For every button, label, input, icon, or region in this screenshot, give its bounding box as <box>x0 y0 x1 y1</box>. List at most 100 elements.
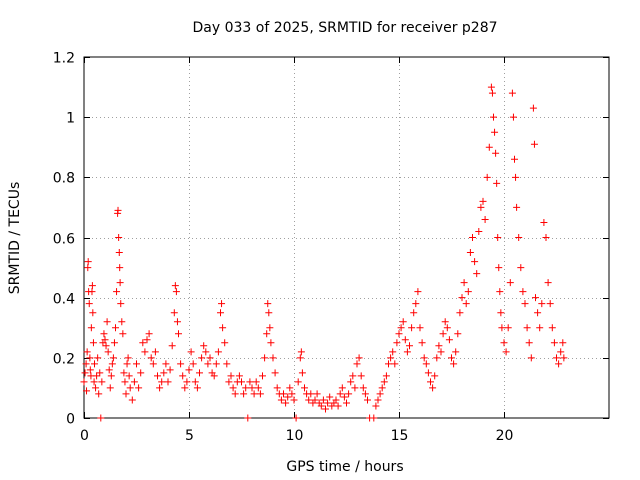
data-point <box>534 309 542 317</box>
data-point <box>83 348 91 356</box>
data-point <box>162 360 170 368</box>
data-point <box>445 336 453 344</box>
data-point <box>364 396 371 404</box>
plot-frame <box>83 56 610 419</box>
data-point <box>359 384 367 392</box>
data-point <box>217 309 224 317</box>
data-point <box>496 288 504 296</box>
data-point <box>336 390 344 398</box>
data-point <box>515 234 523 241</box>
data-point <box>408 324 416 332</box>
data-point <box>479 197 487 205</box>
data-point <box>317 402 325 410</box>
data-point <box>158 378 166 386</box>
data-point <box>431 372 439 380</box>
data-point <box>532 294 539 302</box>
data-point <box>491 128 499 136</box>
data-point <box>173 318 181 326</box>
data-point <box>113 288 121 296</box>
data-point <box>529 104 537 112</box>
data-point <box>187 348 195 356</box>
data-point <box>87 324 95 332</box>
data-point <box>116 279 124 287</box>
data-point <box>530 140 538 148</box>
data-point <box>110 339 118 347</box>
data-point <box>301 384 308 392</box>
data-point <box>118 318 126 326</box>
data-point <box>454 330 462 338</box>
data-point <box>80 378 88 386</box>
data-point <box>380 378 388 386</box>
data-point <box>246 378 254 386</box>
data-point <box>84 258 92 266</box>
data-point <box>102 342 110 350</box>
data-point <box>481 215 489 223</box>
data-point <box>340 393 348 401</box>
data-point <box>414 288 422 296</box>
data-point <box>229 384 237 392</box>
data-point <box>259 372 266 380</box>
data-point <box>452 348 460 356</box>
data-point <box>441 318 449 326</box>
data-point <box>387 354 395 362</box>
data-point <box>264 300 272 308</box>
data-point <box>122 390 130 398</box>
data-point <box>120 369 128 377</box>
x-tick-label: 10 <box>286 428 304 444</box>
data-point <box>265 309 273 317</box>
data-point <box>119 330 127 338</box>
data-point <box>378 384 386 392</box>
y-tick-label: 0.2 <box>53 352 75 368</box>
data-point <box>500 339 508 347</box>
data-point <box>204 360 212 368</box>
data-point <box>492 149 500 157</box>
data-point <box>98 378 106 386</box>
data-point <box>395 330 403 338</box>
data-point <box>137 369 145 377</box>
data-point <box>231 390 239 398</box>
data-point <box>115 234 123 241</box>
y-tick-label: 0.6 <box>53 232 75 248</box>
data-point <box>114 206 122 214</box>
data-point <box>399 318 407 326</box>
data-point <box>261 354 269 362</box>
y-tick-label: 0.8 <box>53 171 75 187</box>
data-point <box>519 288 527 296</box>
data-point <box>286 384 294 392</box>
data-point <box>240 390 248 398</box>
data-point <box>297 348 305 356</box>
data-point <box>357 372 365 380</box>
data-point <box>416 324 424 332</box>
data-point <box>493 179 501 187</box>
data-point <box>406 342 413 350</box>
data-point <box>488 89 496 97</box>
data-point <box>466 249 474 257</box>
data-point <box>128 396 136 404</box>
data-point <box>191 378 199 386</box>
data-point <box>345 390 353 398</box>
data-point <box>334 402 342 410</box>
x-axis-label: GPS time / hours <box>286 459 403 475</box>
data-point <box>349 372 357 380</box>
data-point <box>509 113 517 121</box>
data-point <box>439 330 447 338</box>
data-point <box>135 384 143 392</box>
data-point <box>382 372 390 380</box>
data-point <box>477 203 485 211</box>
data-point <box>154 372 161 380</box>
data-point <box>374 396 382 404</box>
data-point <box>280 390 287 398</box>
data-point <box>252 378 260 386</box>
data-point <box>219 324 227 332</box>
data-point <box>83 387 91 395</box>
data-point <box>202 348 210 356</box>
data-point <box>290 396 298 404</box>
data-point <box>443 324 451 332</box>
data-point <box>227 372 235 380</box>
data-point <box>269 354 277 362</box>
y-tick-labels: 0 0.2 0.4 0.6 0.8 1 1.2 <box>53 51 75 428</box>
data-point <box>353 360 361 368</box>
data-point <box>385 360 392 368</box>
data-point <box>412 300 420 308</box>
data-point <box>212 360 220 368</box>
